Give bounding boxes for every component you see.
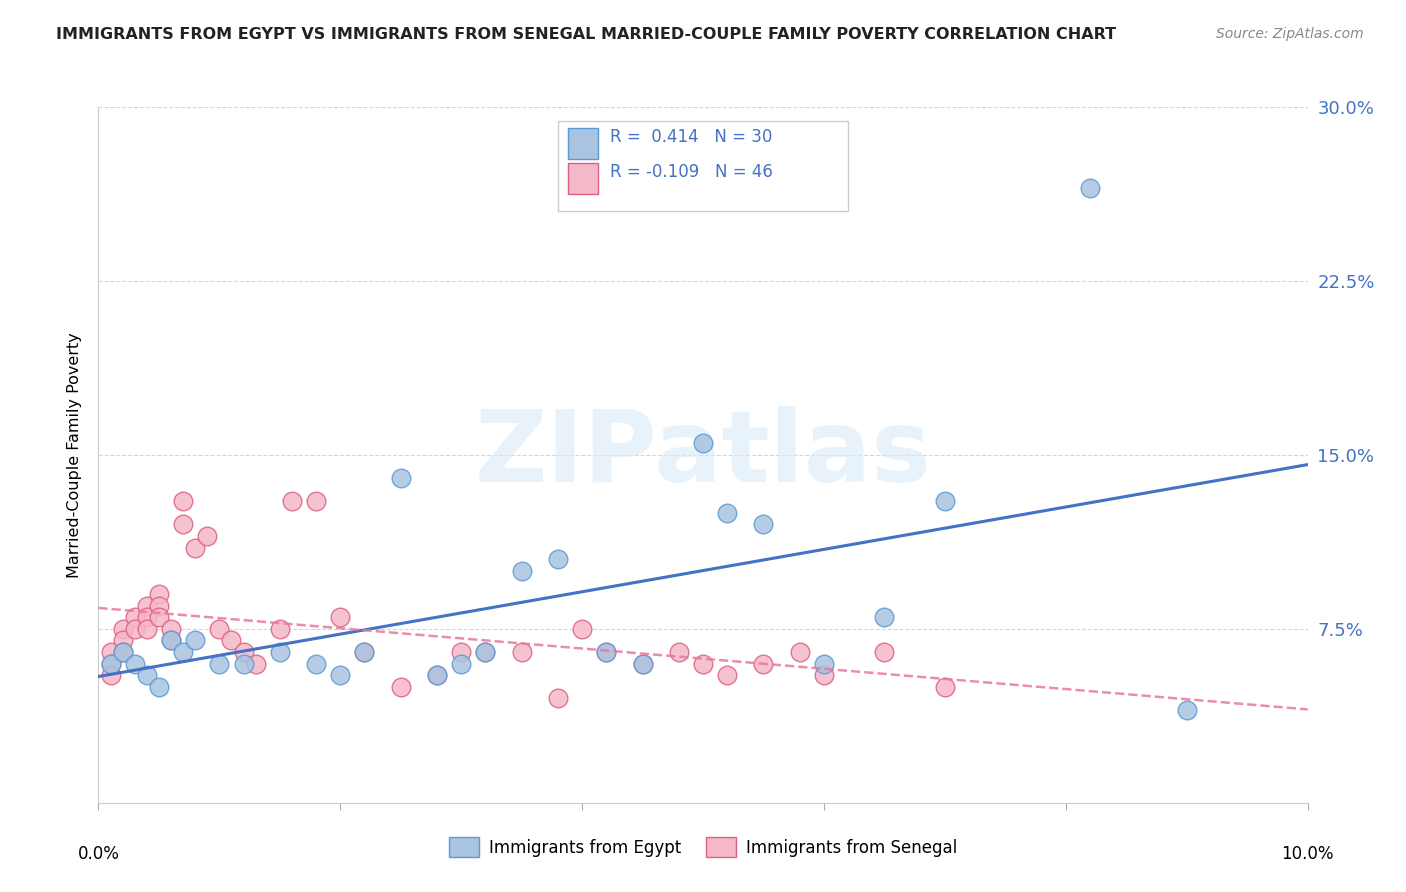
Point bbox=[692, 657, 714, 671]
Point bbox=[329, 668, 352, 682]
Point bbox=[269, 645, 291, 659]
Point bbox=[195, 529, 218, 543]
Point bbox=[353, 645, 375, 659]
Text: R =  0.414   N = 30: R = 0.414 N = 30 bbox=[610, 128, 772, 146]
Text: 10.0%: 10.0% bbox=[1281, 845, 1334, 863]
Text: ZIPatlas: ZIPatlas bbox=[475, 407, 931, 503]
Point bbox=[813, 668, 835, 682]
Point bbox=[172, 645, 194, 659]
Point bbox=[571, 622, 593, 636]
Point bbox=[389, 680, 412, 694]
Point bbox=[172, 517, 194, 532]
Legend: Immigrants from Egypt, Immigrants from Senegal: Immigrants from Egypt, Immigrants from S… bbox=[441, 830, 965, 864]
Point bbox=[160, 622, 183, 636]
Point bbox=[184, 541, 207, 555]
Point bbox=[208, 622, 231, 636]
Point bbox=[813, 657, 835, 671]
Point bbox=[100, 657, 122, 671]
Point bbox=[111, 645, 134, 659]
Point bbox=[389, 471, 412, 485]
Point bbox=[510, 645, 533, 659]
Point bbox=[1175, 703, 1198, 717]
Point bbox=[124, 657, 146, 671]
Point bbox=[934, 680, 956, 694]
Point bbox=[692, 436, 714, 450]
Point bbox=[245, 657, 267, 671]
Point bbox=[135, 610, 157, 624]
Point bbox=[208, 657, 231, 671]
Point bbox=[135, 668, 157, 682]
Point bbox=[547, 691, 569, 706]
Point bbox=[269, 622, 291, 636]
Point bbox=[148, 587, 170, 601]
Point bbox=[595, 645, 617, 659]
Point bbox=[426, 668, 449, 682]
Y-axis label: Married-Couple Family Poverty: Married-Couple Family Poverty bbox=[66, 332, 82, 578]
Point bbox=[135, 599, 157, 613]
Point bbox=[752, 657, 775, 671]
Point bbox=[450, 657, 472, 671]
Point bbox=[631, 657, 654, 671]
Point bbox=[221, 633, 243, 648]
Point bbox=[160, 633, 183, 648]
Point bbox=[124, 610, 146, 624]
Point bbox=[668, 645, 690, 659]
Point bbox=[172, 494, 194, 508]
Point bbox=[1078, 181, 1101, 195]
Text: Source: ZipAtlas.com: Source: ZipAtlas.com bbox=[1216, 27, 1364, 41]
Point bbox=[510, 564, 533, 578]
Point bbox=[934, 494, 956, 508]
Point bbox=[100, 645, 122, 659]
Point bbox=[752, 517, 775, 532]
Text: IMMIGRANTS FROM EGYPT VS IMMIGRANTS FROM SENEGAL MARRIED-COUPLE FAMILY POVERTY C: IMMIGRANTS FROM EGYPT VS IMMIGRANTS FROM… bbox=[56, 27, 1116, 42]
Point bbox=[305, 657, 328, 671]
Point bbox=[873, 645, 896, 659]
Point bbox=[716, 668, 738, 682]
Point bbox=[184, 633, 207, 648]
Point bbox=[789, 645, 811, 659]
Point bbox=[124, 622, 146, 636]
Point bbox=[716, 506, 738, 520]
Point bbox=[450, 645, 472, 659]
Point bbox=[111, 633, 134, 648]
Point bbox=[111, 622, 134, 636]
Point bbox=[100, 668, 122, 682]
Point bbox=[148, 680, 170, 694]
Point bbox=[232, 645, 254, 659]
Point bbox=[426, 668, 449, 682]
Point bbox=[873, 610, 896, 624]
Point bbox=[595, 645, 617, 659]
Point bbox=[111, 645, 134, 659]
Point bbox=[100, 657, 122, 671]
Point bbox=[547, 552, 569, 566]
Point bbox=[631, 657, 654, 671]
Point bbox=[474, 645, 496, 659]
Point bbox=[148, 610, 170, 624]
Point bbox=[305, 494, 328, 508]
Point bbox=[353, 645, 375, 659]
Point bbox=[148, 599, 170, 613]
Text: R = -0.109   N = 46: R = -0.109 N = 46 bbox=[610, 162, 773, 181]
Point bbox=[329, 610, 352, 624]
Point bbox=[135, 622, 157, 636]
Point bbox=[232, 657, 254, 671]
Point bbox=[281, 494, 304, 508]
Point bbox=[160, 633, 183, 648]
Text: 0.0%: 0.0% bbox=[77, 845, 120, 863]
Point bbox=[474, 645, 496, 659]
